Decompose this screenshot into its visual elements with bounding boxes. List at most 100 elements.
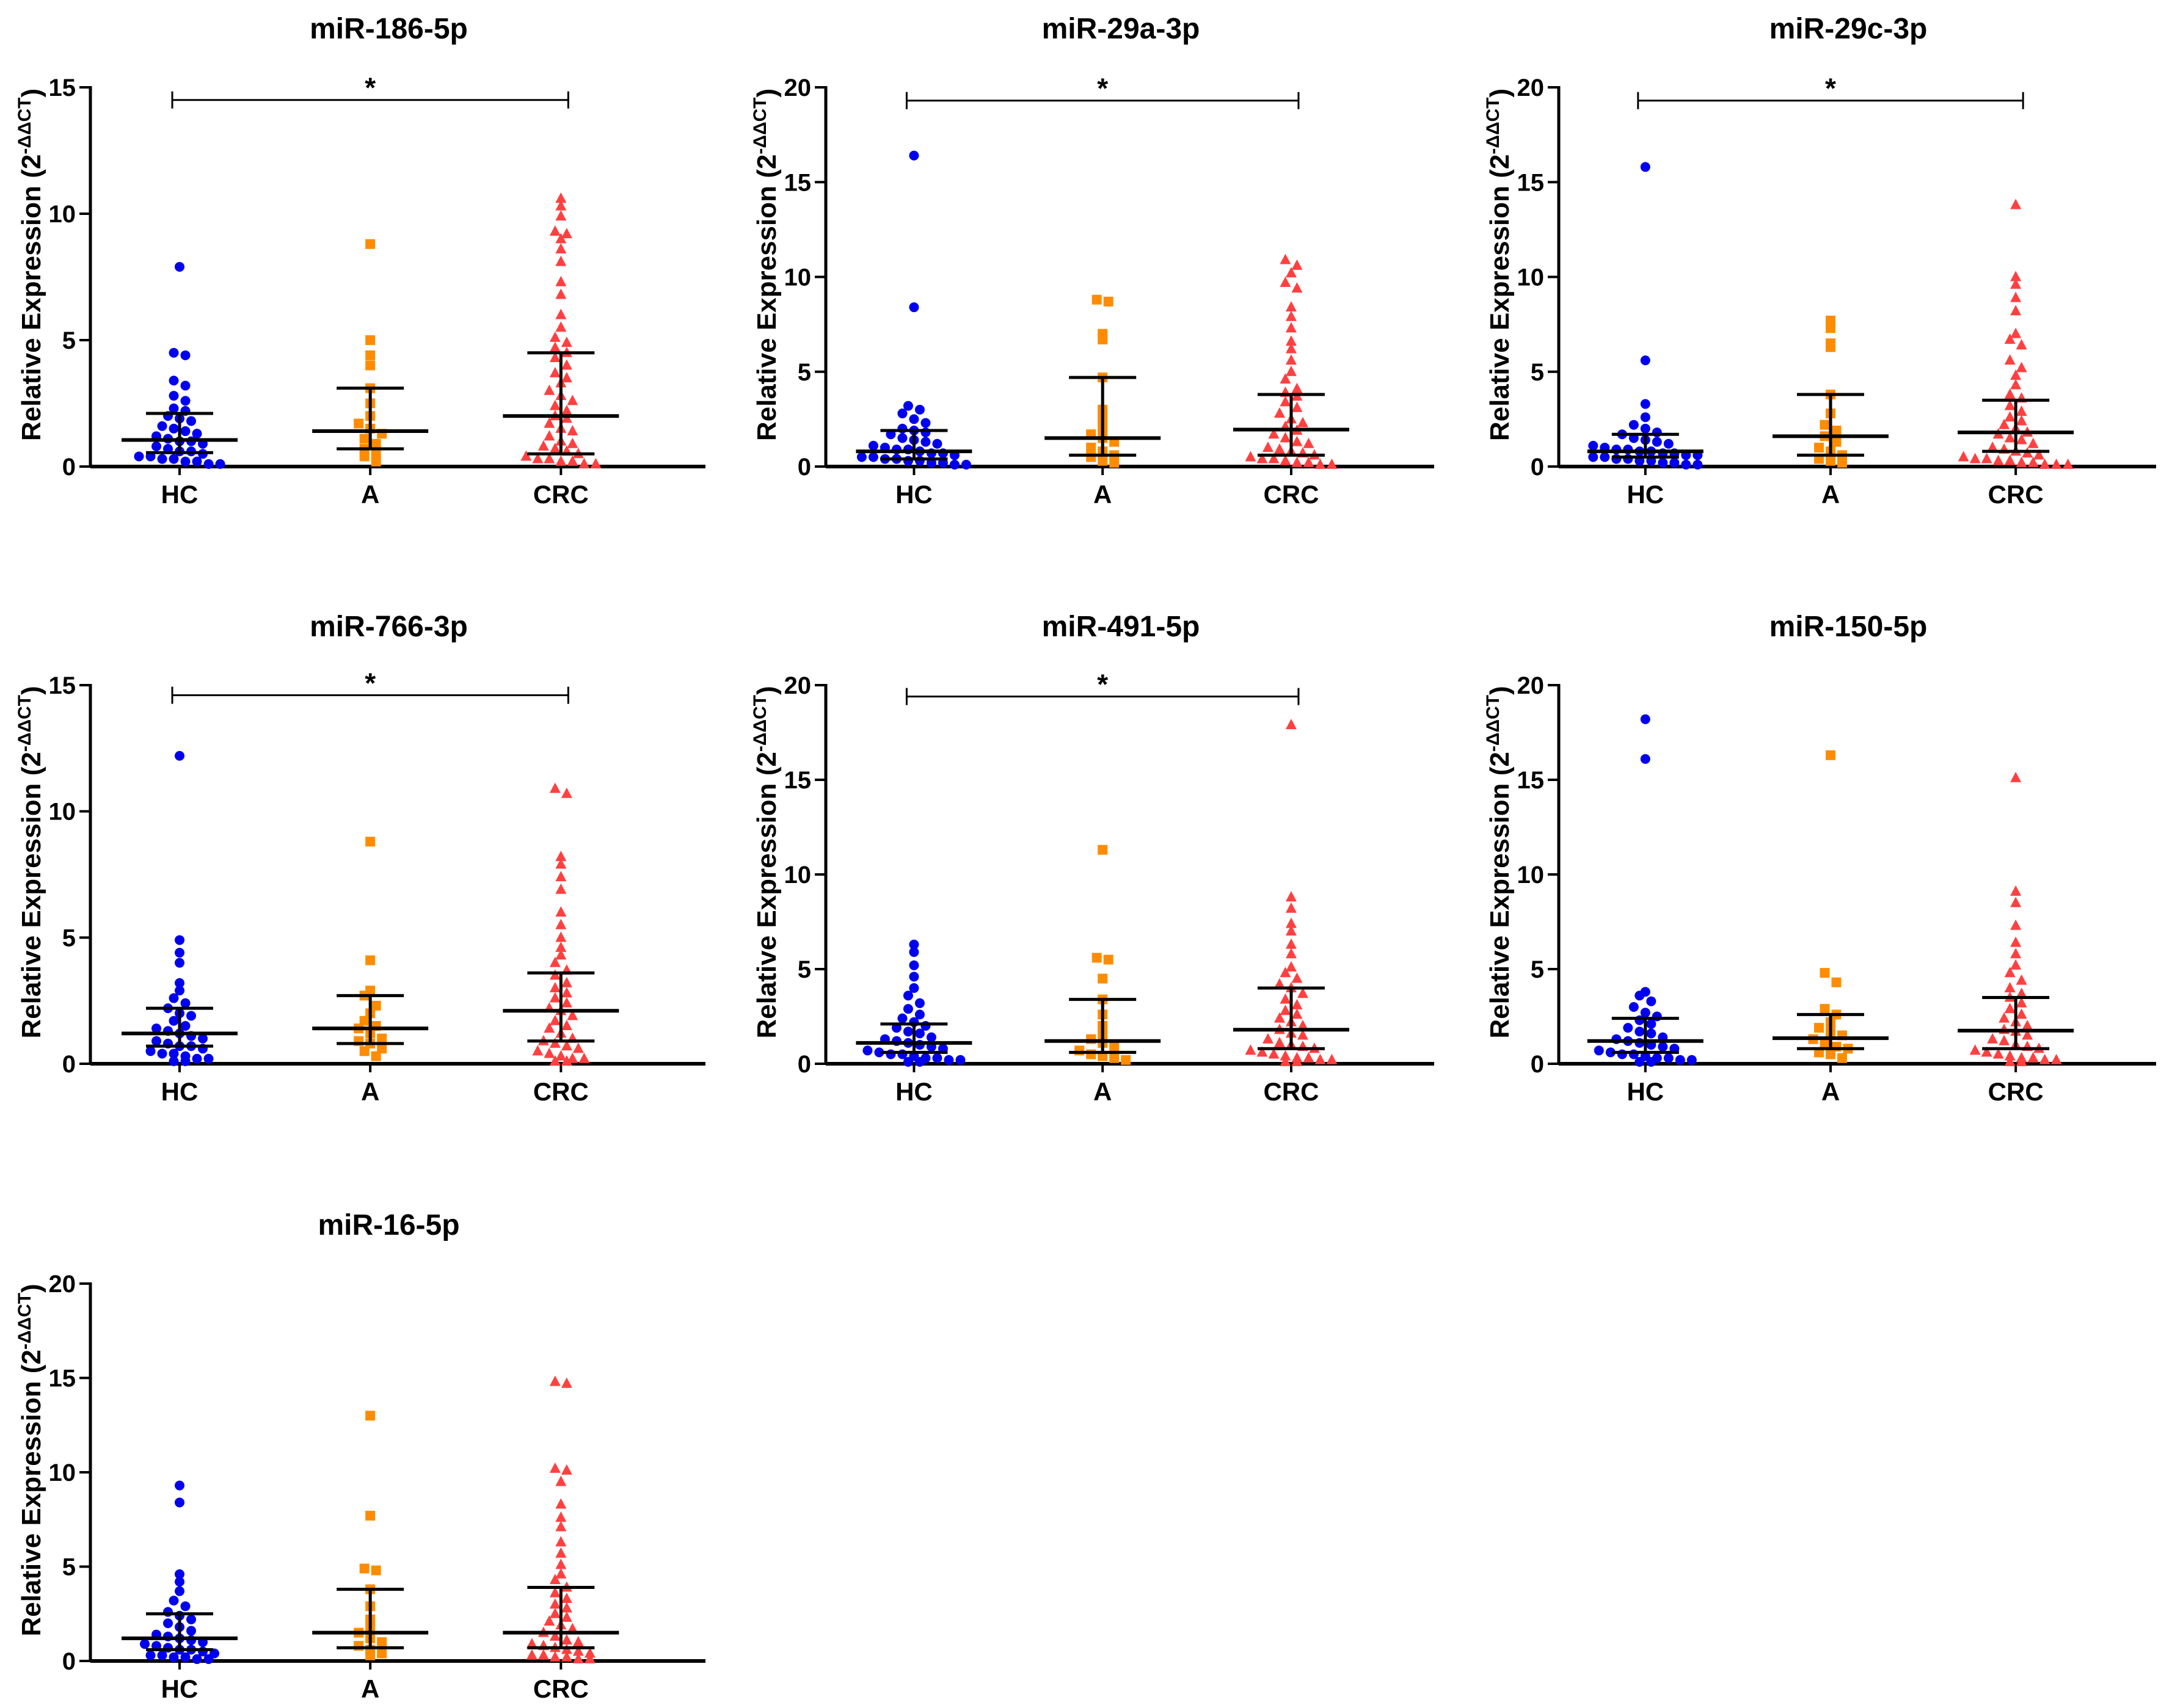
data-point-crc: [561, 359, 572, 370]
data-point-crc: [2010, 327, 2022, 338]
data-point-crc: [561, 1464, 572, 1475]
y-axis-label-superscript: -ΔΔCT: [15, 98, 35, 154]
data-point-crc: [2004, 388, 2016, 399]
data-point-crc: [1280, 993, 1291, 1004]
y-axis-label: Relative Expression (2-ΔΔCT): [1483, 686, 1515, 1038]
data-point-hc: [909, 983, 919, 993]
data-point-hc: [169, 454, 179, 464]
data-point-crc: [2016, 434, 2027, 445]
data-point-hc: [186, 416, 197, 426]
data-point-a: [354, 1641, 364, 1651]
data-point-a: [1098, 845, 1108, 855]
y-tick-label: 15: [784, 767, 812, 794]
data-point-hc: [909, 414, 919, 424]
y-tick-label: 5: [62, 925, 76, 951]
data-point-hc: [169, 376, 179, 386]
data-point-crc: [561, 1593, 572, 1604]
data-point-hc: [1658, 457, 1668, 468]
data-point-crc: [561, 1377, 572, 1388]
y-tick-label: 10: [784, 862, 812, 889]
data-point-hc: [180, 380, 191, 391]
data-point-hc: [926, 1032, 936, 1042]
data-point-crc: [549, 225, 561, 236]
y-tick-label: 10: [49, 201, 76, 228]
chart-panel-mir-766-3p: miR-766-3p Relative Expression (2-ΔΔCT) 0 5…: [15, 611, 705, 1106]
data-point-crc: [1285, 310, 1297, 321]
data-point-crc: [2004, 1003, 2016, 1014]
data-point-a: [1103, 954, 1113, 965]
data-point-crc: [555, 1568, 567, 1579]
data-point-a: [1091, 953, 1102, 963]
data-point-hc: [169, 403, 179, 413]
data-point-hc: [192, 1654, 202, 1664]
data-point-a: [1831, 437, 1842, 447]
data-point-crc: [549, 399, 561, 410]
data-point-crc: [2010, 896, 2022, 907]
y-tick-label: 5: [798, 956, 811, 983]
data-point-crc: [1969, 1044, 1981, 1055]
data-point-crc: [555, 192, 567, 203]
data-point-hc: [140, 1639, 150, 1649]
data-point-hc: [169, 1016, 179, 1026]
data-point-hc: [903, 990, 913, 1001]
data-point-crc: [555, 275, 567, 286]
y-tick-label: 5: [798, 359, 811, 386]
data-point-a: [1820, 968, 1830, 978]
data-point-crc: [2016, 1008, 2027, 1019]
data-point-hc: [169, 391, 179, 401]
data-point-crc: [549, 1598, 561, 1609]
data-point-crc: [549, 1375, 561, 1386]
data-point-crc: [561, 228, 572, 239]
data-point-crc: [1987, 441, 1999, 452]
y-axis-label-superscript: -ΔΔCT: [15, 1293, 35, 1350]
data-point-hc: [186, 1615, 197, 1625]
data-point-crc: [1285, 925, 1297, 936]
data-point-hc: [151, 1023, 162, 1034]
y-tick-label: 0: [62, 454, 76, 481]
data-point-hc: [1640, 1008, 1650, 1018]
data-point-crc: [561, 1020, 572, 1030]
data-point-crc: [549, 1037, 561, 1048]
data-point-crc: [2004, 354, 2016, 365]
data-point-hc: [1588, 440, 1598, 451]
data-point-hc: [1588, 452, 1598, 462]
data-point-crc: [2016, 987, 2027, 998]
data-point-hc: [868, 440, 878, 451]
data-point-hc: [909, 302, 919, 313]
data-point-hc: [949, 459, 960, 470]
data-point-crc: [2010, 948, 2022, 959]
data-point-a: [359, 1046, 370, 1056]
data-point-hc: [180, 350, 191, 360]
data-point-a: [1825, 750, 1835, 760]
data-point-crc: [2039, 1053, 2050, 1064]
data-point-crc: [1285, 891, 1297, 902]
data-point-crc: [1326, 458, 1338, 469]
data-point-crc: [549, 992, 561, 1003]
data-point-a: [377, 1033, 387, 1044]
data-point-crc: [1285, 917, 1297, 928]
y-axis-label-close: ): [16, 686, 46, 695]
data-point-crc: [578, 457, 590, 468]
y-axis-label-main: Relative Expression (2: [752, 752, 782, 1039]
data-point-a: [1825, 323, 1835, 333]
data-point-crc: [1314, 458, 1326, 469]
data-point-crc: [561, 372, 572, 383]
data-point-hc: [1640, 162, 1650, 172]
data-point-hc: [169, 993, 179, 1003]
y-tick-label: 5: [62, 327, 76, 354]
data-point-crc: [1268, 452, 1280, 463]
x-category-label: CRC: [533, 1674, 589, 1703]
data-point-crc: [549, 1586, 561, 1597]
data-point-crc: [1303, 456, 1314, 467]
data-point-hc: [868, 452, 878, 462]
y-axis-label-close: ): [16, 1284, 46, 1293]
data-point-crc: [2016, 405, 2027, 416]
data-point-crc: [2010, 959, 2022, 970]
data-point-crc: [555, 1050, 567, 1061]
data-point-crc: [549, 1630, 561, 1641]
data-point-hc: [151, 441, 162, 451]
x-category-label: CRC: [1263, 480, 1319, 509]
data-point-crc: [2004, 454, 2016, 465]
data-point-hc: [175, 1569, 185, 1579]
